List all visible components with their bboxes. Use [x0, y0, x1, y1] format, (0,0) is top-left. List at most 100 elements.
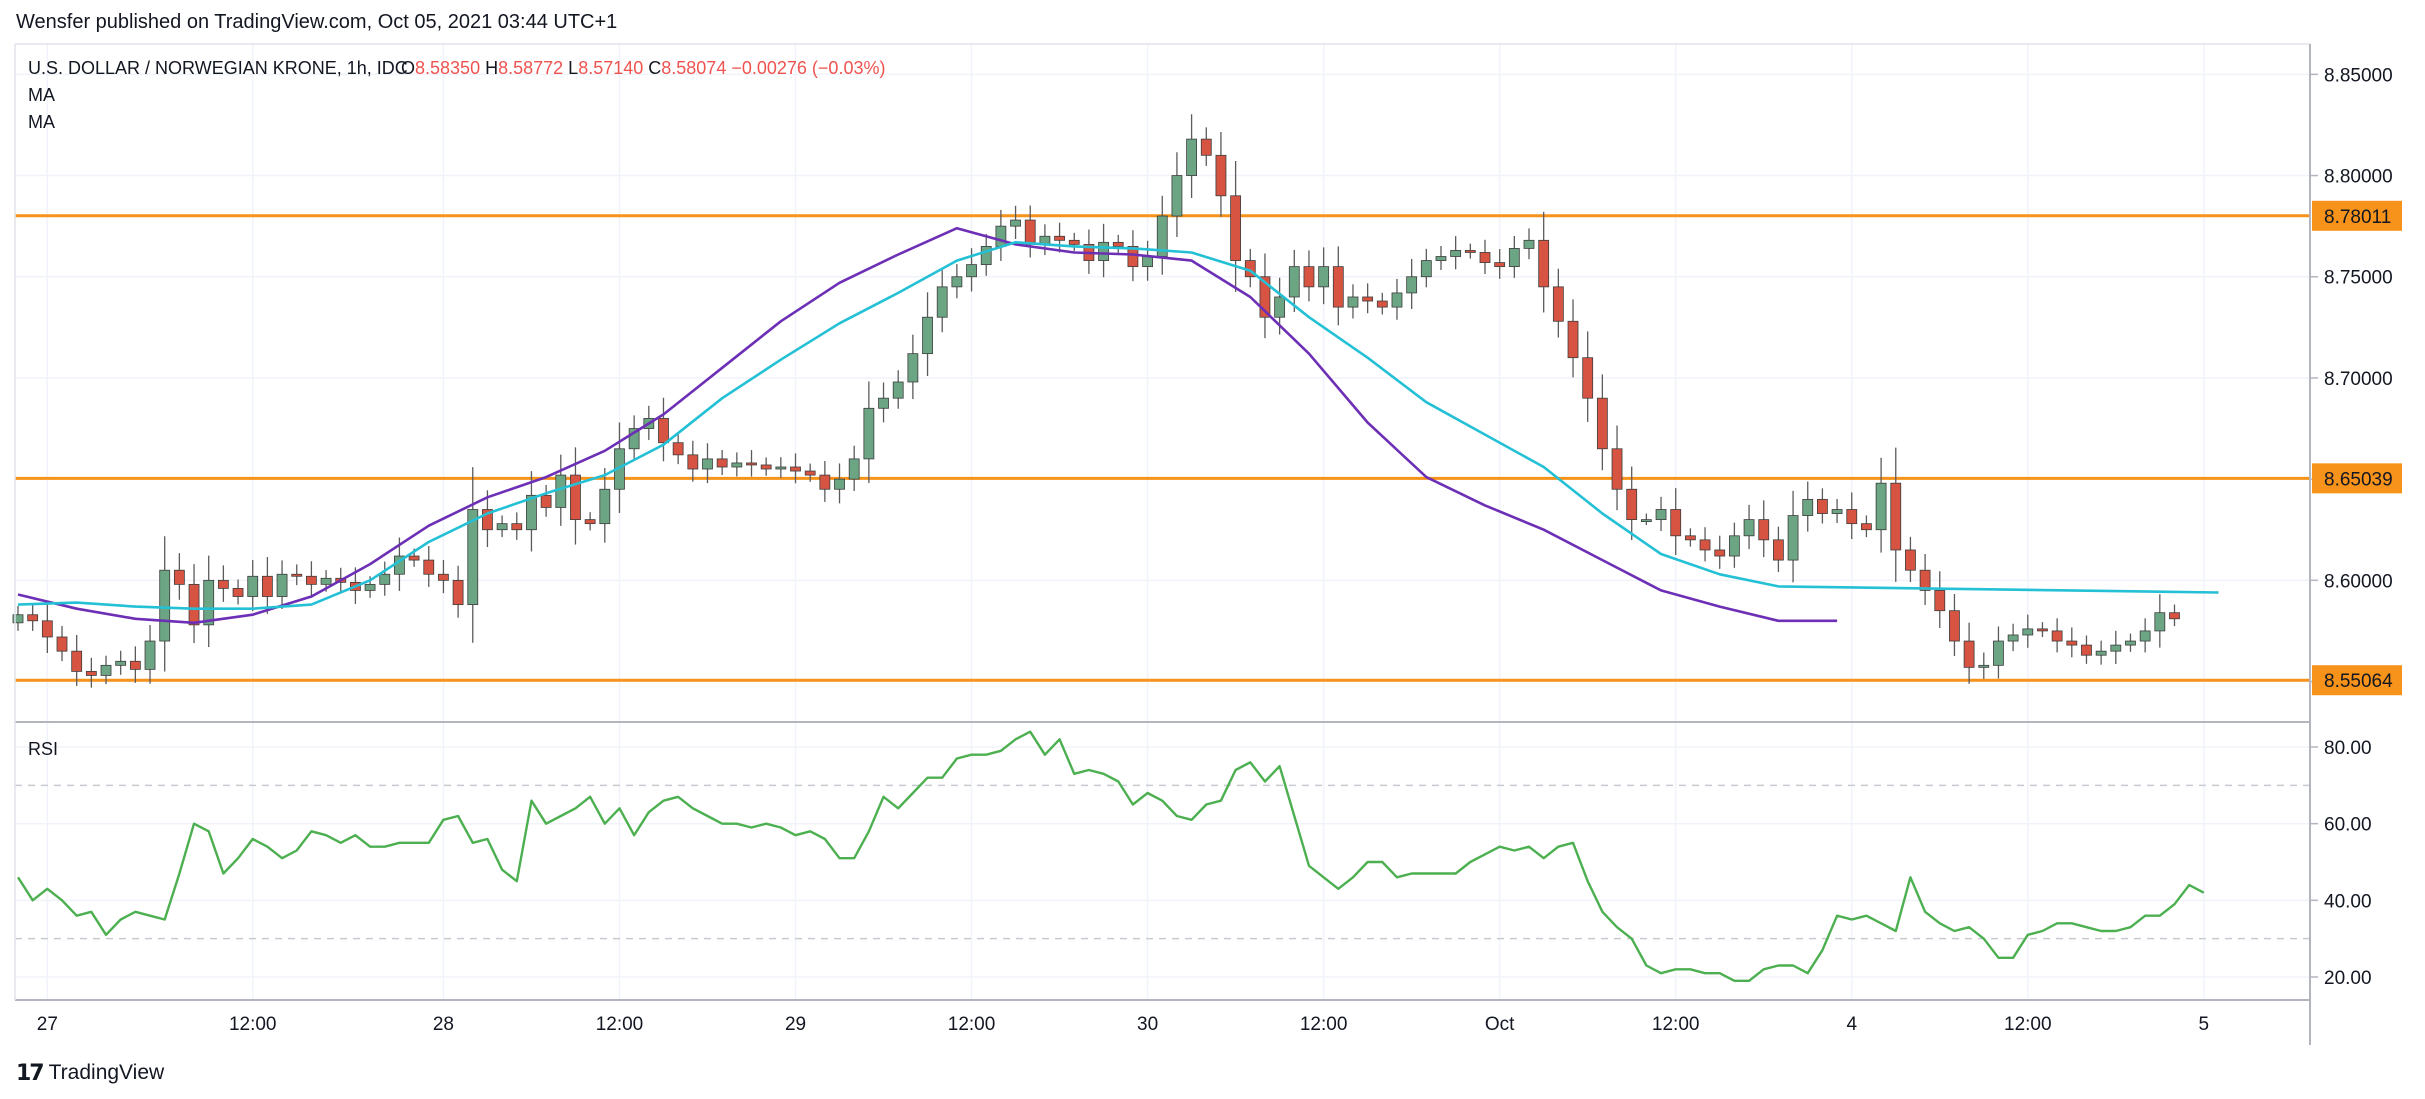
candle-body [1127, 245, 1139, 268]
candle-body [878, 397, 889, 409]
rsi-tick-label: 80.00 [2324, 738, 2372, 759]
candle-body [1934, 590, 1946, 612]
x-tick-label: 28 [433, 1014, 454, 1035]
ohlc-key: C [648, 58, 661, 78]
candle-body [599, 488, 611, 525]
x-tick-label: 27 [37, 1014, 58, 1035]
rsi-tick-label: 60.00 [2324, 815, 2372, 836]
tradingview-brand[interactable]: 17 TradingView [16, 1058, 164, 1088]
candle-body [526, 494, 537, 531]
ohlc-value: 8.58350 [415, 58, 485, 78]
candle-body [1831, 509, 1843, 514]
ohlc-key: L [568, 58, 578, 78]
candle-body [1905, 549, 1916, 571]
rsi-tick-label: 40.00 [2324, 891, 2372, 912]
candle-body [980, 245, 992, 266]
x-tick-label: Oct [1485, 1014, 1515, 1035]
candle-body [584, 519, 596, 525]
candle-body [1142, 256, 1153, 268]
candle-body [2169, 612, 2180, 620]
candle-body [12, 614, 24, 624]
candle-body [848, 458, 860, 480]
ohlc-value: 8.58074 [661, 58, 731, 78]
candle-body [291, 573, 303, 577]
y-tick-label: 8.70000 [2324, 369, 2393, 390]
candle-body [1611, 448, 1623, 490]
candle-body [658, 418, 669, 444]
candle-body [2007, 634, 2019, 642]
candle-body [71, 650, 83, 672]
candle-body [188, 583, 200, 626]
candle-body [232, 588, 244, 597]
candle-body [364, 583, 376, 591]
candle-body [1098, 241, 1109, 261]
candle-body [746, 462, 757, 466]
candle-body [41, 620, 53, 638]
candle-body [203, 579, 215, 626]
candle-body [173, 569, 185, 585]
ohlc-value: 8.58772 [498, 58, 568, 78]
candle-body [1552, 286, 1564, 322]
candle-body [56, 636, 68, 652]
moving-averages [17, 226, 2219, 625]
candle-body [1288, 266, 1300, 298]
price-level-label: 8.55064 [2324, 671, 2393, 692]
y-tick-label: 8.60000 [2324, 571, 2393, 592]
candle-body [1582, 357, 1594, 399]
candle-body [995, 225, 1007, 247]
candle-body [1626, 488, 1638, 521]
candle-body [247, 575, 259, 597]
candle-body [2037, 628, 2048, 632]
x-tick-label: 12:00 [596, 1014, 644, 1035]
candle-body [1259, 276, 1271, 318]
axes: 8.550008.600008.650008.700008.750008.800… [37, 65, 2402, 1035]
candle-body [496, 523, 508, 531]
candle-body [834, 478, 845, 490]
candle-body [570, 474, 581, 521]
candle-body [511, 523, 523, 531]
ma-indicator-label: MA [28, 85, 55, 105]
candle-body [1332, 266, 1344, 308]
candle-body [1010, 219, 1021, 227]
candle-body [1743, 519, 1755, 537]
candle-body [1890, 482, 1902, 551]
x-tick-label: 4 [1846, 1014, 1857, 1035]
x-tick-label: 30 [1137, 1014, 1158, 1035]
chart-frame [14, 43, 2311, 1045]
candle-body [1494, 262, 1506, 268]
candle-body [2081, 644, 2092, 656]
candle-body [1523, 239, 1535, 249]
candle-body [1802, 498, 1814, 516]
rsi-pane-title: RSI [28, 739, 58, 759]
candle-body [907, 353, 919, 383]
candle-body [1949, 610, 1960, 642]
candle-body [1215, 154, 1227, 197]
candle-body [482, 509, 493, 531]
candle-body [1978, 664, 1990, 668]
moving-average-line [17, 226, 1838, 625]
y-tick-label: 8.85000 [2324, 65, 2393, 86]
candle-body [1435, 256, 1447, 261]
candle-body [1728, 535, 1740, 557]
moving-average-line [17, 241, 2219, 610]
grid [15, 44, 2310, 1000]
candle-body [1919, 569, 1931, 591]
candle-body [1376, 300, 1388, 308]
candle-body [672, 442, 684, 456]
price-level-badge [2312, 665, 2402, 696]
candle-body [1508, 248, 1520, 268]
candle-body [1861, 523, 1872, 531]
candle-body [1596, 397, 1608, 450]
x-tick-label: 12:00 [1300, 1014, 1348, 1035]
ohlc-key: O [401, 58, 415, 78]
candle-body [892, 381, 904, 399]
price-level-label: 8.65039 [2324, 469, 2393, 490]
candle-body [2139, 630, 2151, 642]
candle-body [2125, 640, 2136, 646]
candle-body [1787, 515, 1799, 561]
ohlc-value: −0.00276 (−0.03%) [731, 58, 885, 78]
candle-body [27, 614, 39, 622]
candle-body [1303, 266, 1315, 288]
candle-body [1640, 519, 1652, 523]
